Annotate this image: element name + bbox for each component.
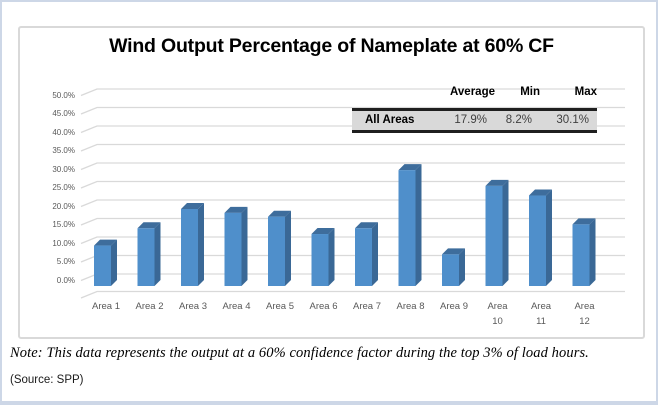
y-tick-label: 45.0% <box>52 109 75 118</box>
gridline <box>80 88 625 97</box>
y-tick-label: 0.0% <box>56 275 75 285</box>
bar-area-11 <box>529 189 552 286</box>
chart-title: Wind Output Percentage of Nameplate at 6… <box>109 35 554 57</box>
summary-value-max: 30.1% <box>556 114 589 126</box>
gridline <box>80 217 625 226</box>
summary-table-col-min: Min <box>520 86 540 98</box>
y-tick-label: 10.0% <box>52 238 75 248</box>
bar-area-12 <box>572 218 596 286</box>
x-category-label: Area 12 <box>574 301 595 327</box>
x-category-label: Area 10 <box>487 301 508 327</box>
x-category-label: Area 6 <box>309 301 338 312</box>
x-category-label: Area 9 <box>440 301 468 312</box>
y-tick-label: 20.0% <box>52 201 75 211</box>
x-category-label: Area 8 <box>396 301 425 312</box>
bar-area-8 <box>398 164 422 286</box>
y-tick-label: 50.0% <box>52 90 75 100</box>
summary-table-header: Average Min Max <box>352 86 597 102</box>
bar-area-5 <box>268 210 291 286</box>
bar-area-3 <box>181 203 204 286</box>
x-category-label: Area 7 <box>353 301 381 312</box>
y-tick-label: 30.0% <box>52 164 75 174</box>
bar-area-1 <box>94 239 117 286</box>
gridline <box>80 236 625 245</box>
bar-area-7 <box>355 222 378 286</box>
summary-row-label: All Areas <box>365 114 415 126</box>
note-text: Note: This data represents the output at… <box>10 345 589 361</box>
y-tick-label: 15.0% <box>52 220 75 229</box>
gridline <box>80 162 625 171</box>
bar-area-2 <box>137 222 161 286</box>
summary-table-corner <box>352 86 423 102</box>
x-category-label: Area 2 <box>135 301 164 312</box>
chart-container <box>18 26 645 339</box>
bar-area-10 <box>485 179 509 286</box>
y-tick-label: 25.0% <box>52 183 75 192</box>
floor-front-edge <box>80 290 625 299</box>
summary-value-average: 17.9% <box>454 114 487 126</box>
x-category-label: Area 4 <box>222 301 251 312</box>
bar-area-9 <box>442 248 465 286</box>
bar-area-6 <box>311 228 335 286</box>
summary-value-min: 8.2% <box>505 114 532 126</box>
bar-area-4 <box>224 206 248 286</box>
bars <box>94 164 596 286</box>
y-tick-label: 5.0% <box>56 257 75 266</box>
x-category-label: Area 5 <box>266 301 294 312</box>
gridline <box>80 199 625 208</box>
summary-table-col-max: Max <box>574 86 597 98</box>
y-tick-label: 35.0% <box>52 146 75 155</box>
x-category-label: Area 11 <box>530 301 552 327</box>
summary-table-row: All Areas 17.9% 8.2% 30.1% <box>352 108 597 133</box>
y-tick-label: 40.0% <box>52 127 75 137</box>
x-category-label: Area 3 <box>179 301 207 312</box>
summary-table-col-average: Average <box>450 86 495 98</box>
gridline <box>80 180 625 189</box>
gridline <box>80 143 625 152</box>
source-text: (Source: SPP) <box>10 374 84 386</box>
x-category-label: Area 1 <box>92 301 120 312</box>
gridline <box>80 106 625 115</box>
